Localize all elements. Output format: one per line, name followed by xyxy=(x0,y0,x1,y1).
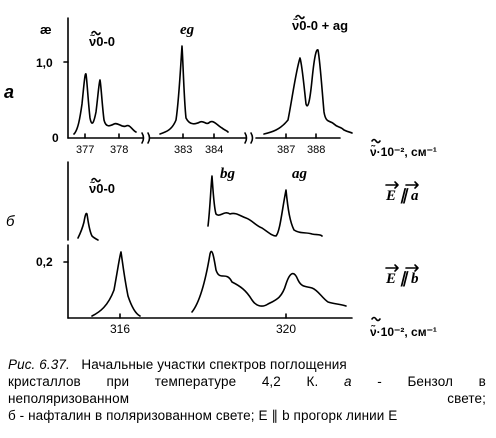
panel-b-upper-curve-1 xyxy=(77,212,99,241)
panel-b-lower-curve-1 xyxy=(91,251,141,317)
figure-caption: Рис. 6.37. Начальные участки спектров по… xyxy=(8,356,486,424)
peak-label-ag: ag xyxy=(292,166,308,182)
caption-word: 4,2 xyxy=(261,374,281,389)
panel-a-curve-2 xyxy=(159,45,229,135)
caption-word: температуре xyxy=(154,374,237,389)
panel-a-x-tick-388: 388 xyxy=(307,144,325,156)
panel-b-x-axis-label: ν̃·10⁻², см⁻¹ xyxy=(370,324,437,339)
peak-label-eg: eg xyxy=(180,22,195,38)
peak-label-nu00-b: ν̃0-0 xyxy=(89,181,115,196)
caption-word: неполяризованном xyxy=(8,391,130,406)
panel-a-x-axis-label: ν̃·10⁻², см⁻¹ xyxy=(370,144,437,159)
panel-a-y-tick-1: 1,0 xyxy=(36,56,53,70)
panel-a-x-tick-378: 378 xyxy=(110,144,128,156)
caption-line-2: кристаллов при температуре 4,2 К. а - Бе… xyxy=(8,373,486,390)
spectra-figure: а б æ 1,0 0 ν̃0-0 eg ν̃0-0 + ag 377 378 … xyxy=(4,14,437,339)
panel-a-y-tick-0: 0 xyxy=(52,131,59,145)
polarization-e-parallel-b: E ∥ b xyxy=(385,271,419,287)
peak-label-bg: bg xyxy=(220,166,236,182)
caption-line-1: Рис. 6.37. Начальные участки спектров по… xyxy=(8,356,486,373)
caption-word: - xyxy=(377,374,382,389)
caption-word: К. xyxy=(306,374,319,389)
axis-break-2 xyxy=(244,132,254,144)
panel-a-x-tick-384: 384 xyxy=(205,144,223,156)
caption-word: свете; xyxy=(447,391,486,406)
panel-b-x-tick-316: 316 xyxy=(110,322,130,336)
panel-b-lower-curve-2 xyxy=(191,250,347,313)
panel-b-y-tick: 0,2 xyxy=(36,255,53,269)
panel-b-label: б xyxy=(6,213,15,230)
caption-word: при xyxy=(106,374,130,389)
panel-a-x-tick-387: 387 xyxy=(277,144,295,156)
panel-a-label: а xyxy=(4,82,14,102)
panel-b-x-tick-320: 320 xyxy=(276,322,296,336)
caption-word: кристаллов xyxy=(8,374,81,389)
caption-label: Рис. 6.37. xyxy=(8,357,70,372)
peak-label-nu00-a: ν̃0-0 xyxy=(89,34,115,49)
caption-word: в xyxy=(478,374,486,389)
axis-break-1 xyxy=(141,132,151,144)
caption-word: Бензол xyxy=(407,374,453,389)
caption-line-3: неполяризованном свете; xyxy=(8,390,486,407)
peak-label-nu00-ag: ν̃0-0 + ag xyxy=(292,18,348,33)
caption-word: а xyxy=(343,374,352,389)
caption-line-4: б - нафталин в поляризованном свете; E ∥… xyxy=(8,408,398,423)
panel-a-curve-1 xyxy=(73,73,137,135)
polarization-e-parallel-a: E ∥ a xyxy=(385,188,419,204)
panel-a-x-tick-377: 377 xyxy=(76,144,94,156)
panel-a-curve-3 xyxy=(263,49,353,135)
caption-line-1-text: Начальные участки спектров поглощения xyxy=(81,357,347,372)
panel-b-upper-curve-2 xyxy=(207,175,323,237)
panel-a-y-symbol: æ xyxy=(40,22,52,37)
panel-a-x-tick-383: 383 xyxy=(174,144,192,156)
